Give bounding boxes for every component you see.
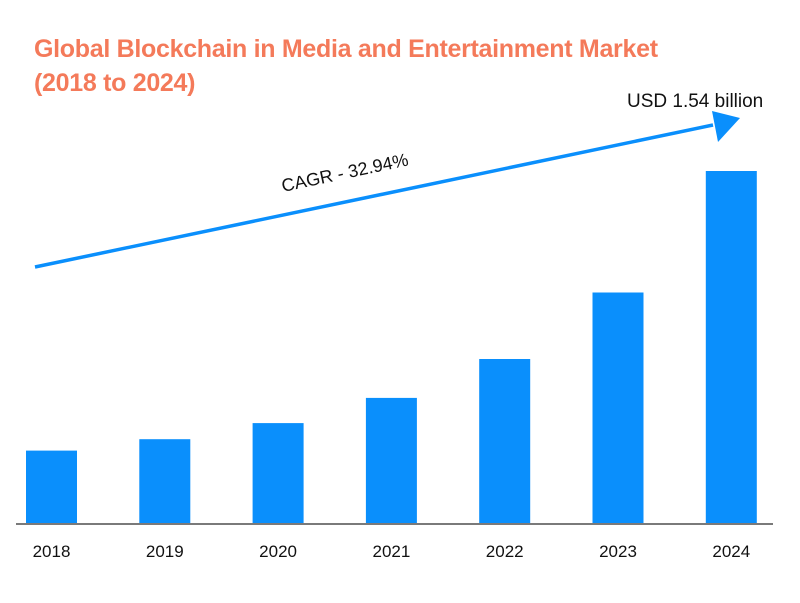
chart-title: Global Blockchain in Media and Entertain…: [34, 35, 658, 63]
trend-arrow-line: [34, 123, 714, 269]
x-tick-label-2018: 2018: [33, 542, 71, 561]
chart-subtitle: (2018 to 2024): [34, 69, 196, 97]
bar-2024: [705, 171, 757, 524]
x-tick-label-2022: 2022: [486, 542, 524, 561]
x-tick-label-2020: 2020: [259, 542, 297, 561]
x-tick-label-2019: 2019: [146, 542, 184, 561]
bar-2020: [252, 423, 304, 524]
trend-arrow-head: [712, 111, 740, 142]
bar-2023: [592, 292, 644, 524]
bar-2019: [139, 439, 191, 524]
bar-2022: [479, 359, 531, 524]
x-tick-label-2023: 2023: [599, 542, 637, 561]
cagr-label: CAGR - 32.94%: [280, 150, 410, 196]
x-tick-label-2021: 2021: [372, 542, 410, 561]
x-tick-label-2024: 2024: [712, 542, 750, 561]
x-tick-labels: 2018 2019 2020 2021 2022 2023 2024: [33, 542, 751, 561]
bar-2021: [365, 397, 417, 524]
end-value-label: USD 1.54 billion: [627, 91, 763, 112]
bar-2018: [26, 450, 77, 524]
bars-group: [26, 171, 757, 524]
chart-title-block: Global Blockchain in Media and Entertain…: [34, 32, 658, 100]
